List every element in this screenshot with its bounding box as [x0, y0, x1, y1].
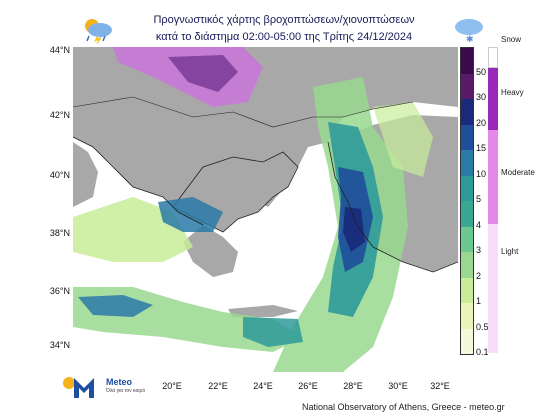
lat-label: 40°N	[49, 170, 70, 180]
colorbar-level-label: 1	[476, 296, 482, 306]
lon-label: 20°E	[162, 381, 182, 391]
colorbar-segment	[461, 150, 473, 176]
coastline-west	[73, 136, 204, 226]
colorbar-segment	[461, 99, 473, 125]
snow-cloud-icon: ✱	[455, 19, 483, 44]
colorbar-level-label: 30	[476, 92, 487, 102]
colorbar-segment	[461, 303, 473, 329]
colorbar-level-label: 10	[476, 168, 487, 179]
precip-turkey-light	[373, 102, 433, 177]
lat-label: 38°N	[49, 228, 70, 238]
precip-aegean-heavy	[343, 207, 365, 252]
lon-label: 22°E	[208, 381, 228, 391]
title-line-2: κατά το διάστημα 02:00-05:00 της Τρίτης …	[155, 31, 413, 43]
rain-thunder-cloud-icon	[85, 19, 112, 44]
border-lines	[73, 96, 414, 128]
colorbar-segment	[461, 124, 473, 150]
lon-label: 30°E	[388, 381, 408, 391]
category-segment	[488, 47, 498, 69]
colorbar-segment	[461, 201, 473, 227]
title-line-1: Προγνωστικός χάρτης βροχοπτώσεων/χιονοπτ…	[153, 14, 415, 26]
lon-label: 26°E	[298, 381, 318, 391]
map-canvas	[73, 47, 458, 372]
category-moderate: Moderate	[501, 168, 535, 177]
colorbar-level-label: 2	[476, 270, 482, 281]
precipitation-map	[73, 47, 458, 372]
lon-label: 28°E	[343, 381, 363, 391]
lon-label: 24°E	[253, 381, 273, 391]
lat-label: 34°N	[49, 340, 70, 350]
meteo-logo-icon	[63, 377, 94, 398]
category-snow: Snow	[501, 35, 522, 44]
lat-label: 36°N	[49, 286, 70, 296]
colorbar-level-label: 50	[476, 66, 487, 77]
colorbar-segment	[461, 277, 473, 303]
category-segment	[488, 224, 498, 353]
colorbar-level-label: 4	[476, 219, 482, 230]
precip-crete-teal	[243, 317, 303, 347]
coastline-turkey	[327, 141, 458, 273]
lon-label: 32°E	[430, 381, 450, 391]
crete-land	[228, 305, 298, 317]
map-title: Προγνωστικός χάρτης βροχοπτώσεων/χιονοπτ…	[78, 10, 490, 46]
brand-tagline: Όλα για τον καιρό	[106, 388, 146, 394]
category-segment	[488, 68, 498, 130]
colorbar-level-label: 0.5	[476, 321, 489, 332]
precip-colorbar	[460, 47, 474, 355]
colorbar-level-label: 20	[476, 117, 487, 128]
precip-ionian-blue	[158, 197, 223, 232]
colorbar-level-label: 15	[476, 143, 487, 153]
intensity-category-bar	[488, 47, 498, 353]
colorbar-segment	[461, 73, 473, 99]
category-heavy: Heavy	[501, 88, 524, 97]
svg-text:✱: ✱	[466, 34, 474, 44]
colorbar-level-label: 5	[476, 194, 482, 204]
colorbar-level-label: 3	[476, 245, 482, 255]
precip-north-dark	[168, 55, 238, 92]
colorbar-segment	[461, 328, 473, 354]
colorbar-level-label: 0.1	[476, 347, 489, 357]
lat-label: 42°N	[49, 110, 70, 120]
brand-name: Meteo	[106, 377, 133, 387]
colorbar-segment	[461, 226, 473, 252]
lat-label: 44°N	[49, 45, 70, 55]
colorbar-segment	[461, 252, 473, 278]
colorbar-segment	[461, 175, 473, 201]
precip-south-blue	[78, 295, 153, 317]
italy-land	[73, 142, 98, 207]
category-light: Light	[501, 247, 519, 256]
category-segment	[488, 129, 498, 225]
peloponnese-land	[183, 225, 238, 277]
credit-text: National Observatory of Athens, Greece -…	[302, 402, 505, 412]
colorbar-segment	[461, 48, 473, 74]
